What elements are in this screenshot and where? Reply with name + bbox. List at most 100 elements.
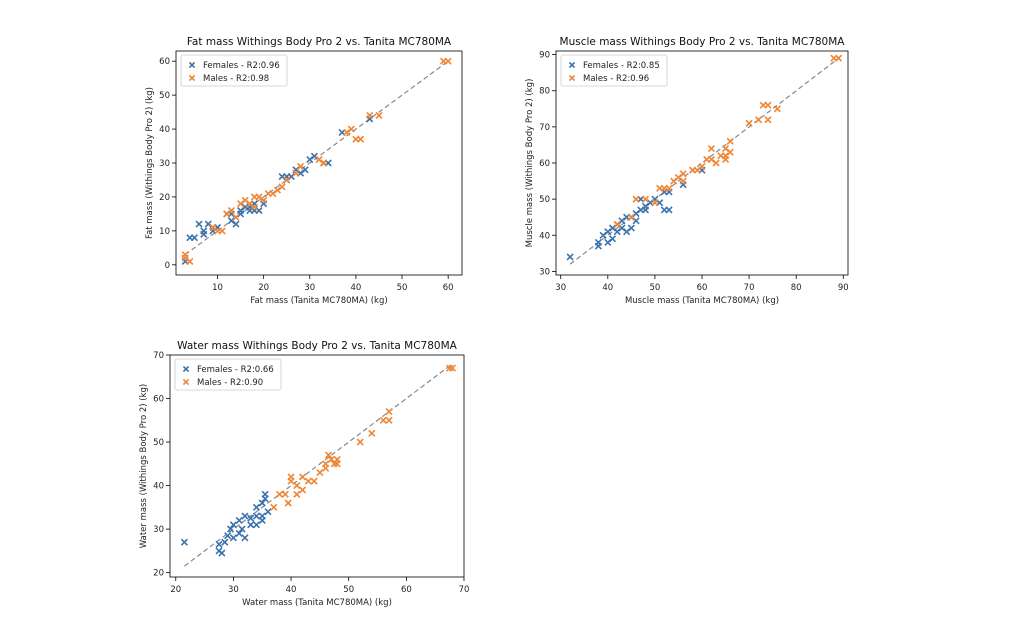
data-point (238, 525, 246, 533)
data-point (375, 111, 383, 120)
legend-marker (182, 378, 190, 386)
x-tick-label: 40 (350, 283, 361, 293)
data-point (200, 230, 208, 238)
fat-mass-chart: 10 20 30 40 50 60 0 10 20 30 40 50 60 Fat mass Within… (145, 36, 463, 306)
data-point (273, 186, 282, 194)
series-females (180, 490, 272, 557)
x-tick-label: 50 (397, 283, 408, 293)
data-point (385, 408, 393, 416)
y-tick-label: 30 (539, 267, 550, 277)
data-point (745, 119, 753, 127)
legend-marker (568, 74, 576, 82)
data-point (627, 213, 635, 221)
data-point (324, 451, 333, 459)
data-point (235, 516, 243, 524)
y-tick-label: 70 (539, 123, 550, 133)
y-tick-label: 10 (159, 227, 170, 237)
x-tick-label: 40 (602, 283, 613, 293)
data-point (665, 184, 673, 192)
legend: Females - R2:0.96 Males - R2:0.98 (180, 54, 288, 87)
data-point (347, 125, 355, 133)
x-tick-label: 70 (744, 283, 755, 293)
legend-label: Females - R2:0.66 (197, 365, 274, 375)
data-point (613, 220, 621, 228)
legend-label: Males - R2:0.96 (583, 74, 649, 84)
series-males (181, 57, 452, 265)
data-point (269, 189, 277, 198)
data-point (293, 482, 301, 490)
data-point (190, 234, 199, 242)
data-point (304, 477, 312, 485)
data-point (368, 429, 376, 437)
x-tick-label: 90 (838, 283, 849, 293)
data-point (299, 473, 307, 481)
data-point (252, 512, 261, 520)
data-point (250, 203, 258, 211)
data-point (333, 460, 341, 468)
data-point (247, 521, 255, 529)
data-point (258, 499, 266, 507)
data-point (221, 538, 229, 546)
x-tick-label: 60 (443, 283, 454, 293)
data-point (835, 54, 843, 62)
data-point (232, 213, 240, 221)
data-point (223, 210, 231, 218)
data-point (252, 503, 261, 511)
data-point (299, 486, 307, 494)
axes-frame (169, 354, 465, 578)
y-tick-label: 20 (159, 193, 170, 203)
data-point (237, 210, 245, 218)
legend-box (174, 358, 282, 391)
data-point (264, 508, 272, 516)
x-tick-label: 70 (459, 585, 470, 595)
legend-label: Females - R2:0.96 (203, 61, 280, 71)
legend-marker (188, 61, 196, 69)
data-point (310, 477, 318, 485)
data-point (641, 206, 650, 214)
data-point (343, 128, 351, 137)
data-point (241, 196, 249, 204)
data-point (641, 195, 650, 203)
data-point (316, 468, 324, 477)
data-point (215, 540, 223, 548)
x-tick-label: 80 (791, 283, 802, 293)
legend-marker (182, 365, 190, 373)
data-point (322, 460, 330, 468)
x-tick-label: 20 (258, 283, 269, 293)
x-tick-label: 30 (228, 585, 239, 595)
chart-title: Fat mass Withings Body Pro 2 vs. Tanita … (187, 36, 452, 48)
y-tick-label: 40 (153, 482, 164, 492)
data-point (712, 159, 720, 167)
data-point (180, 538, 188, 546)
data-point (235, 529, 243, 538)
data-point (275, 490, 284, 498)
legend-box (560, 54, 668, 87)
y-tick-label: 50 (539, 195, 550, 205)
data-point (608, 235, 617, 243)
data-point (306, 156, 314, 164)
y-tick-label: 90 (539, 51, 550, 61)
data-point (241, 512, 249, 520)
y-axis-label: Muscle mass (Withings Body Pro 2) (kg) (525, 79, 535, 248)
x-axis-label: Muscle mass (Tanita MC780MA) (kg) (625, 296, 779, 306)
data-point (186, 257, 194, 265)
data-point (278, 183, 286, 191)
water-mass-chart: 20 30 40 50 60 70 20 30 40 50 60 70 Water mass Withi… (139, 340, 469, 608)
legend-label: Males - R2:0.90 (197, 378, 263, 388)
data-point (301, 166, 309, 174)
x-tick-label: 30 (555, 283, 566, 293)
legend: Females - R2:0.85 Males - R2:0.96 (560, 54, 668, 87)
data-point (270, 503, 278, 511)
data-point (284, 499, 292, 507)
muscle-mass-chart: 30 40 50 60 70 80 90 30 40 50 60 70 80 90 Muscle mass … (525, 36, 849, 306)
data-point (707, 144, 715, 153)
data-point (287, 477, 295, 485)
data-point (327, 455, 335, 464)
y-tick-label: 60 (159, 57, 170, 67)
data-point (632, 195, 640, 203)
data-point (227, 206, 235, 215)
legend-label: Males - R2:0.98 (203, 74, 269, 84)
chart-title: Muscle mass Withings Body Pro 2 vs. Tani… (560, 36, 846, 48)
data-point (181, 254, 189, 262)
data-point (195, 220, 203, 228)
